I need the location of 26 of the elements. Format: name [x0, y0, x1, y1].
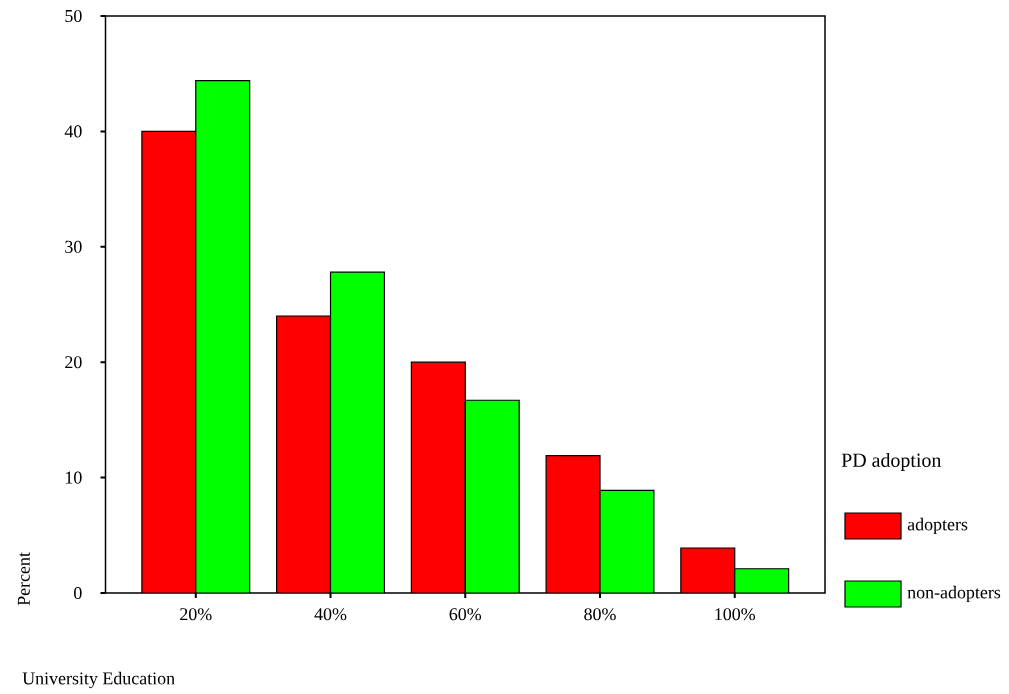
- bar: [600, 490, 654, 593]
- bar: [195, 80, 250, 593]
- x-tick-label: 100%: [715, 608, 756, 621]
- x-axis-title: University Education: [22, 671, 175, 689]
- y-tick-label: 40: [64, 125, 82, 138]
- bar: [276, 316, 331, 593]
- bar: [734, 568, 790, 593]
- y-axis-title: Percent: [17, 552, 30, 606]
- x-tick-label: 60%: [449, 608, 482, 621]
- y-tick-label: 20: [65, 356, 82, 369]
- bar: [141, 131, 196, 593]
- legend-label: adopters: [907, 517, 968, 535]
- y-tick-label: 10: [65, 471, 82, 484]
- x-tick-label: 80%: [584, 608, 616, 621]
- x-tick-label: 20%: [180, 608, 212, 621]
- bar: [411, 362, 466, 593]
- x-tick-label: 40%: [314, 608, 347, 621]
- bar: [330, 272, 385, 593]
- legend-label: non-adopters: [907, 585, 1001, 603]
- legend-title: PD adoption: [841, 452, 942, 472]
- bar: [546, 455, 600, 593]
- y-tick-label: 50: [65, 9, 82, 23]
- y-tick-label: 0: [74, 586, 82, 600]
- bar: [465, 400, 520, 593]
- bar: [680, 547, 736, 593]
- y-tick-label: 30: [65, 240, 82, 253]
